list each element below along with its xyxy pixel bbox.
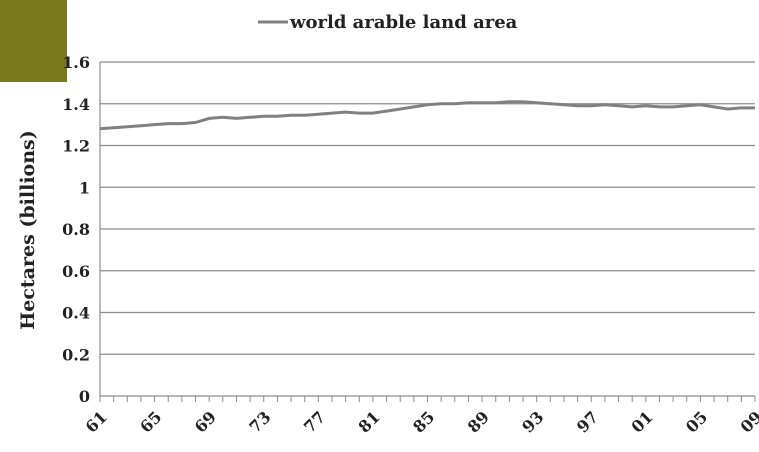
x-tick-labels: 61 65 69 73 77 81 85 89 93 97 01 05 09 — [82, 407, 759, 436]
legend-label: world arable land area — [289, 12, 518, 33]
decorative-block — [0, 0, 67, 82]
x-tick-label: 09 — [737, 407, 759, 436]
x-tick-label: 97 — [573, 407, 602, 436]
y-tick-label: 1 — [79, 178, 90, 197]
y-tick-label: 0.2 — [62, 345, 90, 364]
grid — [100, 61, 755, 355]
y-tick-label: 1.2 — [62, 137, 90, 156]
y-tick-label: 0 — [79, 387, 90, 406]
y-tick-label: 1.4 — [62, 95, 90, 114]
y-tick-label: 0.8 — [62, 220, 90, 239]
x-tick-label: 05 — [682, 407, 711, 436]
axes — [99, 62, 756, 402]
x-tick-label: 77 — [300, 407, 329, 436]
x-tick-label: 93 — [518, 407, 547, 436]
x-tick-label: 65 — [136, 407, 165, 436]
y-tick-label: 0.6 — [62, 262, 90, 281]
y-tick-labels: 0 0.2 0.4 0.6 0.8 1 1.2 1.4 1.6 — [62, 53, 90, 406]
x-tick-label: 69 — [191, 407, 220, 436]
x-tick-label: 01 — [627, 407, 656, 436]
y-axis-label: Hectares (billions) — [17, 130, 39, 329]
y-tick-label: 1.6 — [62, 53, 90, 72]
y-tick-label: 0.4 — [62, 304, 90, 323]
x-tick-label: 61 — [82, 407, 111, 436]
legend: world arable land area — [258, 12, 518, 33]
x-tick-label: 73 — [245, 407, 274, 436]
series-group — [99, 100, 755, 131]
x-tick-label: 81 — [355, 407, 384, 436]
x-tick-label: 85 — [409, 407, 438, 436]
series-line — [99, 100, 755, 131]
x-tick-label: 89 — [464, 407, 493, 436]
